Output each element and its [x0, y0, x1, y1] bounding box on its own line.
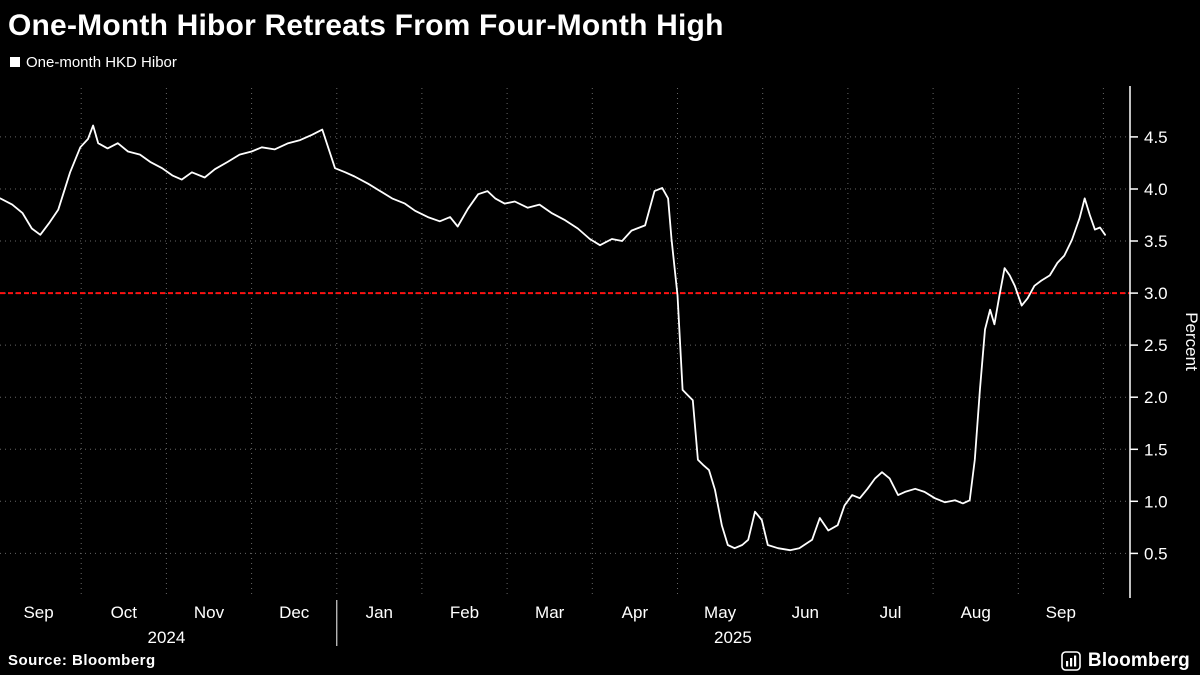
- footer: Source: Bloomberg Bloomberg: [0, 648, 1200, 675]
- svg-text:1.5: 1.5: [1144, 440, 1168, 459]
- svg-text:2.0: 2.0: [1144, 388, 1168, 407]
- bloomberg-logo-icon: [1061, 650, 1081, 671]
- svg-text:Jul: Jul: [880, 603, 902, 622]
- bloomberg-brand: Bloomberg: [1061, 650, 1190, 672]
- bloomberg-wordmark: Bloomberg: [1087, 649, 1190, 671]
- legend-label: One-month HKD Hibor: [26, 53, 177, 71]
- svg-text:3.5: 3.5: [1144, 232, 1168, 251]
- svg-text:Aug: Aug: [961, 603, 991, 622]
- svg-text:1.0: 1.0: [1144, 492, 1168, 511]
- svg-text:Oct: Oct: [111, 603, 138, 622]
- chart-area: 0.5 1.0 1.5 2.0 2.5 3.0 3.5 4.0 4.5 Percent Sep Oct…: [0, 86, 1200, 648]
- svg-text:Nov: Nov: [194, 603, 225, 622]
- svg-text:2024: 2024: [147, 628, 185, 647]
- legend-marker-icon: [10, 57, 20, 67]
- svg-text:Feb: Feb: [450, 603, 479, 622]
- svg-text:May: May: [704, 603, 737, 622]
- svg-text:4.0: 4.0: [1144, 180, 1168, 199]
- svg-text:4.5: 4.5: [1144, 128, 1168, 147]
- svg-text:0.5: 0.5: [1144, 544, 1168, 563]
- chart-header: One-Month Hibor Retreats From Four-Month…: [0, 0, 1200, 72]
- page-title: One-Month Hibor Retreats From Four-Month…: [8, 9, 724, 42]
- hibor-line-chart: 0.5 1.0 1.5 2.0 2.5 3.0 3.5 4.0 4.5 Percent Sep Oct…: [0, 86, 1200, 647]
- svg-text:Apr: Apr: [622, 603, 649, 622]
- legend: One-month HKD Hibor: [10, 52, 1190, 72]
- source-note: Source: Bloomberg: [8, 652, 156, 669]
- svg-text:Mar: Mar: [535, 603, 565, 622]
- svg-text:Sep: Sep: [1046, 603, 1076, 622]
- svg-text:2025: 2025: [714, 628, 752, 647]
- svg-text:Jun: Jun: [792, 603, 819, 622]
- svg-text:Sep: Sep: [23, 603, 53, 622]
- svg-text:2.5: 2.5: [1144, 336, 1168, 355]
- svg-text:Percent: Percent: [1182, 312, 1200, 371]
- svg-text:Jan: Jan: [366, 603, 393, 622]
- svg-text:3.0: 3.0: [1144, 284, 1168, 303]
- svg-text:Dec: Dec: [279, 603, 310, 622]
